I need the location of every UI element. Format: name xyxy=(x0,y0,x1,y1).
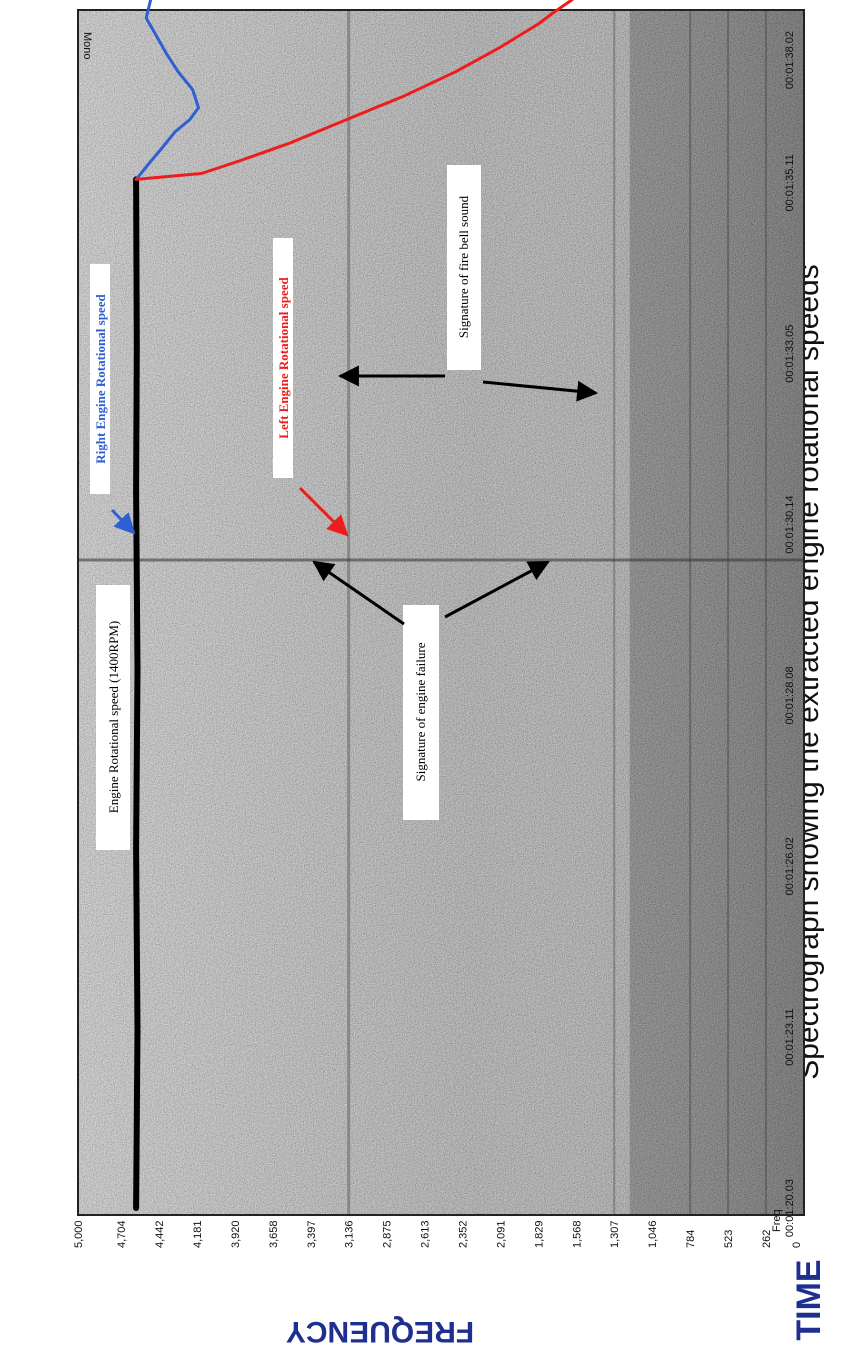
y-tick-label: 1,046 xyxy=(647,1220,659,1248)
freq-prefix-label: Freq xyxy=(771,1209,783,1232)
y-tick-label: 4,704 xyxy=(116,1220,128,1248)
right-engine-label: Right Engine Rotational speed xyxy=(93,294,108,464)
y-tick-label: 2,613 xyxy=(420,1220,432,1248)
series-line xyxy=(134,0,200,181)
left-engine-label-box xyxy=(273,238,293,478)
y-tick-label: 3,658 xyxy=(268,1220,280,1248)
y-tick-label: 262 xyxy=(761,1230,773,1248)
engine-speed-label: Engine Rotational speed (1400RPM) xyxy=(106,621,121,813)
fire-bell-label-box xyxy=(447,165,481,370)
y-tick-label: 3,397 xyxy=(306,1220,318,1248)
x-axis-title: TIME xyxy=(790,1259,828,1340)
x-tick-label: 00:01:28.08 xyxy=(784,666,796,724)
x-tick-label: 00:01:23.11 xyxy=(784,1008,796,1065)
low-frequency-band xyxy=(629,10,804,1215)
x-tick-label: 00:01:20.03 xyxy=(784,1179,796,1237)
series-layer xyxy=(133,0,575,1211)
left-engine-label: Left Engine Rotational speed xyxy=(276,277,291,439)
y-tick-label: 5,000 xyxy=(73,1220,85,1248)
x-tick-label: 00:01:30.14 xyxy=(784,496,796,554)
spectrogram-frame xyxy=(77,9,805,1216)
fire-bell-label: Signature of fire bell sound xyxy=(456,195,471,338)
y-tick-label: 2,875 xyxy=(382,1220,394,1248)
engine-speed-label-box xyxy=(96,585,130,850)
y-tick-label: 0 xyxy=(791,1242,803,1248)
y-tick-label: 784 xyxy=(685,1230,697,1248)
x-tick-label: 00:01:33.05 xyxy=(784,325,796,383)
annotations: Engine Rotational speed (1400RPM) Right … xyxy=(90,165,599,850)
spectrogram-panel xyxy=(77,9,805,1216)
y-tick-labels: 0 262 523 784 1,046 1,307 1,568 1,829 2,091 2,352… xyxy=(73,1220,803,1248)
left-engine-arrow xyxy=(298,486,349,537)
y-tick-label: 1,829 xyxy=(533,1220,545,1248)
x-tick-labels: 00:01:20.03 00:01:23.11 00:01:26.02 00:01:2… xyxy=(784,31,796,1237)
y-tick-label: 1,307 xyxy=(609,1220,621,1248)
y-tick-label: 2,352 xyxy=(457,1220,469,1248)
engine-failure-label-box xyxy=(403,605,439,820)
fire-bell-arrow-lower xyxy=(482,380,599,402)
x-tick-label: 00:01:38.02 xyxy=(784,31,796,89)
engine-failure-arrow-upper xyxy=(312,560,405,626)
right-engine-label-box xyxy=(90,264,110,494)
y-tick-label: 4,442 xyxy=(154,1220,166,1248)
y-tick-label: 1,568 xyxy=(571,1220,583,1248)
x-tick-label: 00:01:26.02 xyxy=(784,837,796,895)
x-tick-label: 00:01:35.11 xyxy=(784,154,796,211)
right-engine-arrow xyxy=(110,508,136,535)
spectrogram-noise xyxy=(78,10,804,1215)
y-tick-label: 4,181 xyxy=(192,1220,204,1248)
spectral-bands xyxy=(78,10,804,1215)
y-tick-label: 3,136 xyxy=(344,1220,356,1248)
engine-failure-label: Signature of engine failure xyxy=(413,642,428,781)
y-tick-label: 2,091 xyxy=(495,1220,507,1248)
y-tick-label: 3,920 xyxy=(230,1220,242,1248)
series-line xyxy=(133,176,141,1211)
channel-label: Mono xyxy=(81,32,93,60)
y-tick-label: 523 xyxy=(723,1230,735,1248)
y-axis-title: FREQUENCY xyxy=(286,1315,474,1345)
engine-failure-arrow-lower xyxy=(444,560,550,619)
series-line xyxy=(134,0,575,181)
